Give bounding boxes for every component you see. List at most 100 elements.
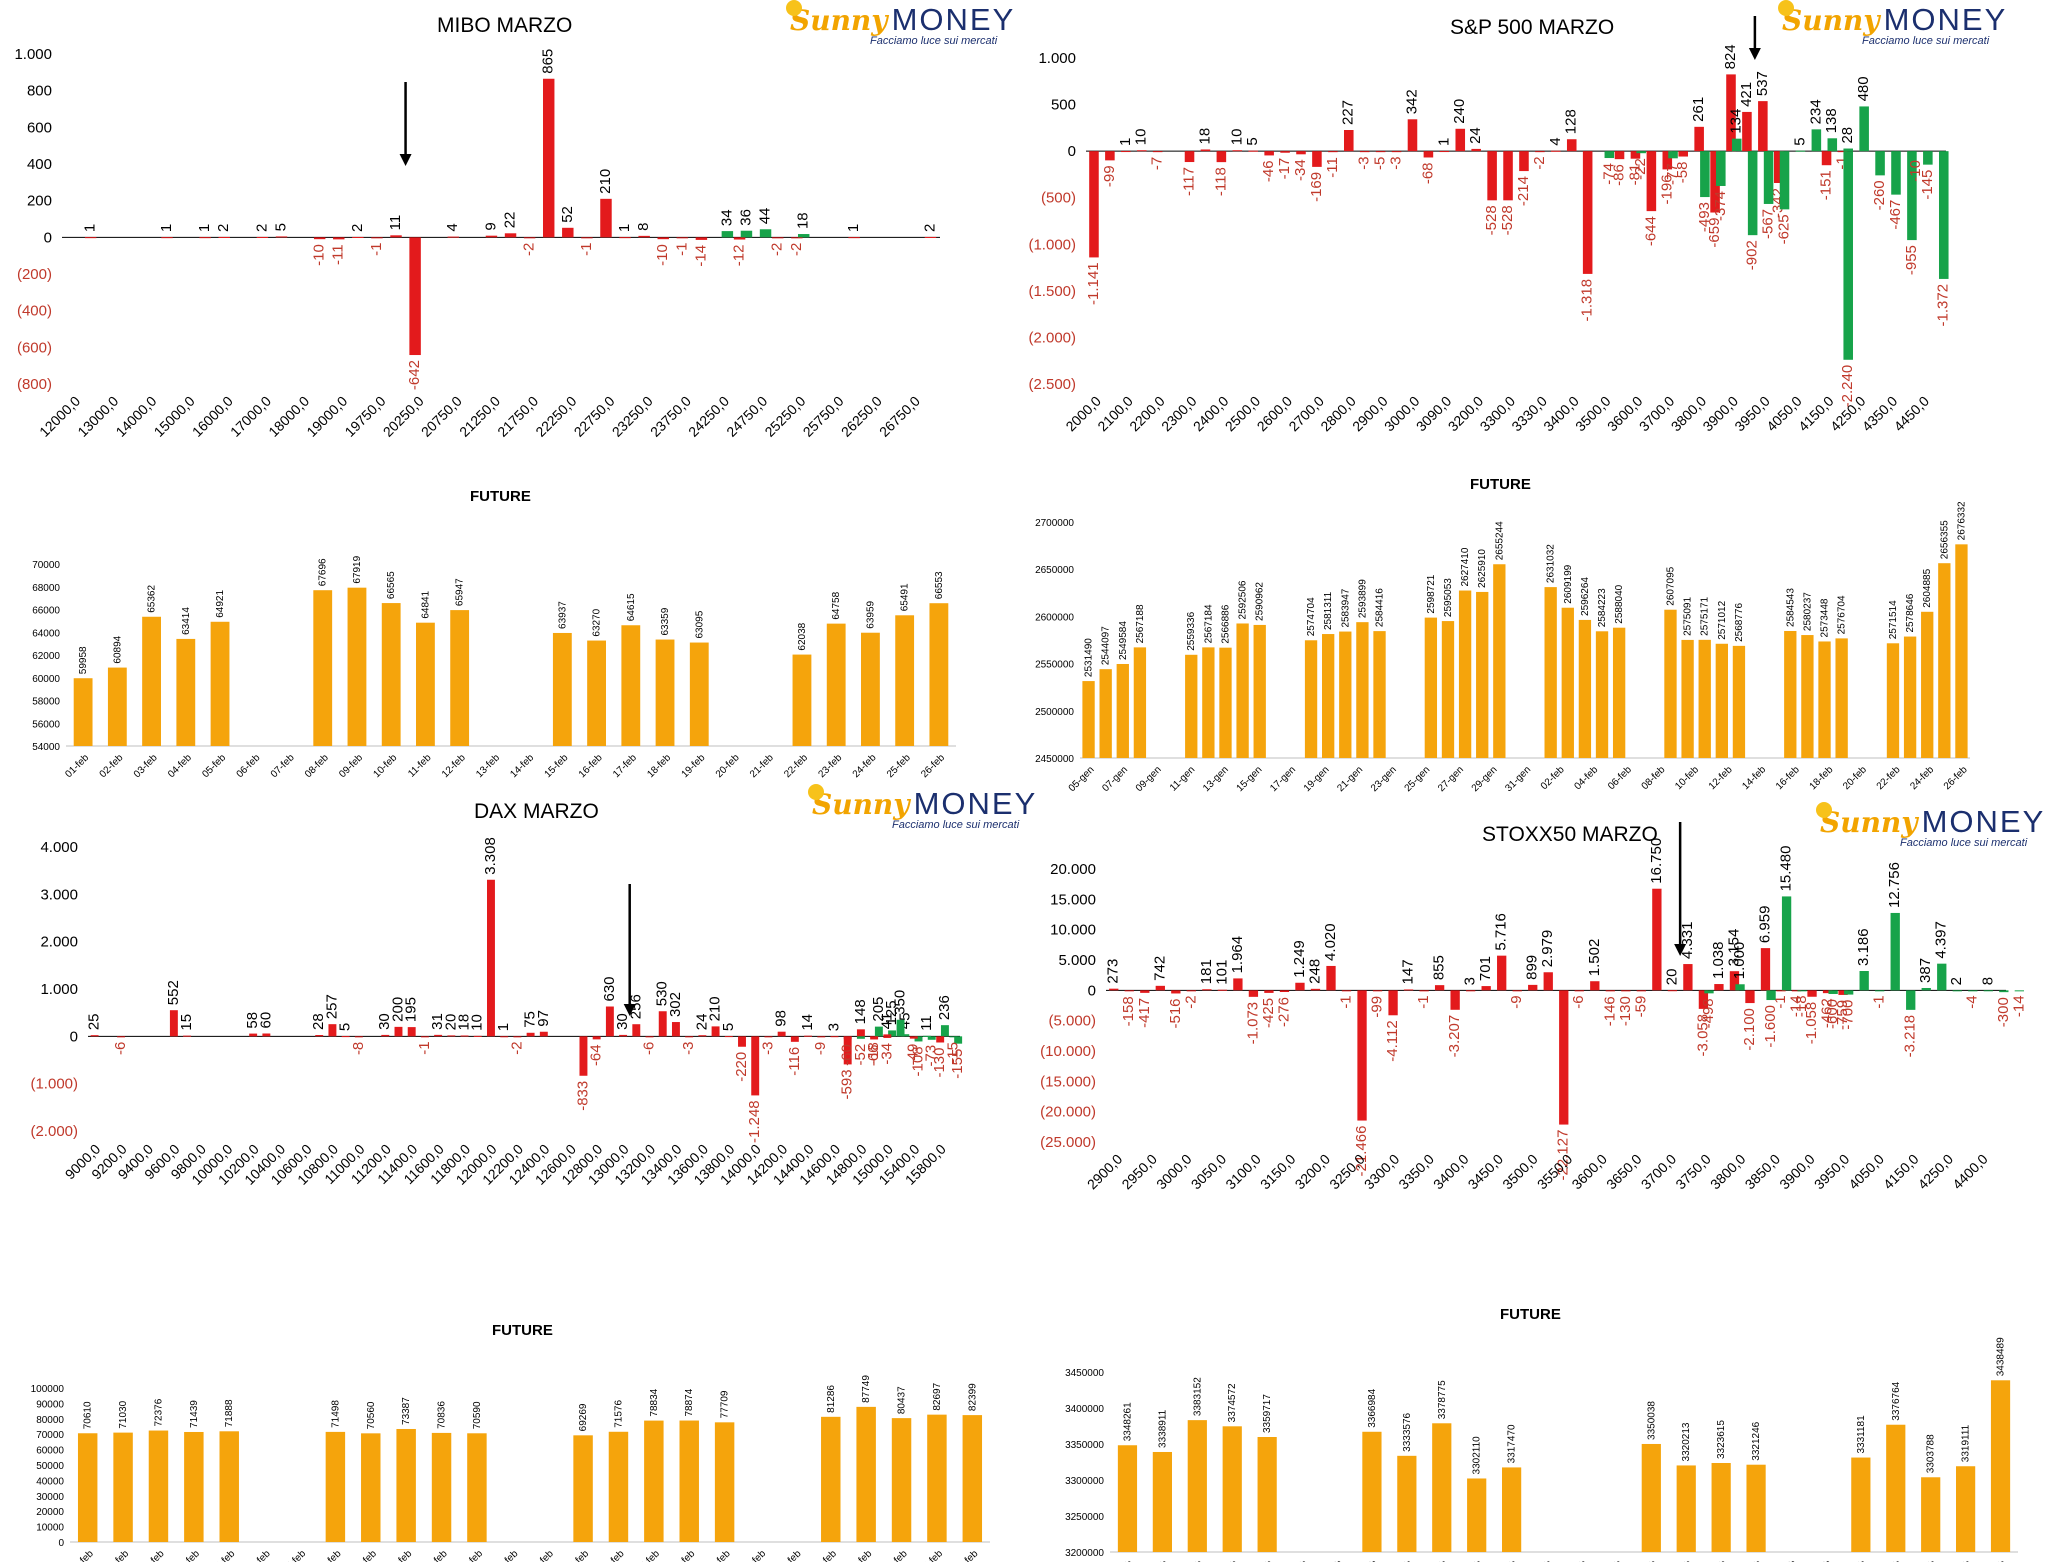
- x-tick-label: 24-feb: [882, 1548, 910, 1562]
- data-label: 78834: [649, 1388, 660, 1416]
- y-tick-label: 20000: [36, 1507, 64, 1518]
- bar: [1551, 150, 1561, 152]
- bar: [954, 1036, 963, 1044]
- bar: [1859, 106, 1869, 152]
- data-label: -833: [574, 1081, 591, 1111]
- x-tick-label: 23-feb: [1876, 1558, 1904, 1562]
- bar: [1636, 990, 1646, 992]
- bar: [1185, 654, 1198, 758]
- bar: [843, 1036, 852, 1040]
- data-label: 148: [852, 999, 869, 1024]
- x-tick-label: 13-feb: [474, 752, 502, 780]
- data-label: 87749: [861, 1375, 872, 1403]
- bar: [390, 235, 402, 238]
- x-tick-label: 08-feb: [1640, 764, 1668, 792]
- data-label: -214: [1515, 176, 1532, 206]
- x-tick-label: 04-feb: [166, 752, 194, 780]
- data-label: -99: [1101, 165, 1118, 187]
- bar: [447, 236, 460, 238]
- bar: [1921, 611, 1934, 758]
- x-tick-label: 2700,0: [1285, 393, 1327, 435]
- bar: [733, 237, 746, 240]
- mibo-options-chart: 1.000 800 600 400 200 0 (200) (400) (600) (800) 1 1…: [0, 0, 1026, 470]
- data-label: -59: [1632, 996, 1649, 1018]
- x-tick-label: 2500,0: [1222, 393, 1264, 435]
- data-label: 261: [1690, 97, 1707, 122]
- data-label: -1.600: [1762, 1005, 1779, 1048]
- data-label: -6: [640, 1042, 657, 1055]
- bar: [1391, 151, 1402, 153]
- x-tick-label: 23-feb: [846, 1548, 874, 1562]
- bar: [420, 1036, 429, 1038]
- data-label: 4: [1547, 137, 1564, 145]
- data-label: 3378775: [1437, 1380, 1448, 1419]
- bar: [740, 230, 753, 238]
- bar: [1407, 119, 1418, 152]
- data-label: 66565: [386, 571, 397, 599]
- bar: [790, 1036, 799, 1042]
- bar: [1681, 639, 1694, 758]
- y-tick-label: 600: [27, 119, 52, 136]
- data-label: 2568776: [1734, 603, 1745, 642]
- bar: [671, 1022, 680, 1037]
- data-label: 8: [1979, 977, 1996, 985]
- y-tick-label: 1.000: [14, 46, 52, 63]
- data-label: -3.058: [1694, 1014, 1711, 1057]
- x-tick-label: 25-feb: [885, 752, 913, 780]
- x-tick-label: 27-gen: [1436, 764, 1466, 794]
- data-label: -1.248: [746, 1100, 763, 1143]
- bar: [1735, 984, 1745, 991]
- bar: [117, 1036, 125, 1038]
- data-label: 31: [429, 1013, 446, 1030]
- bar: [1668, 151, 1678, 159]
- bar: [1089, 151, 1099, 258]
- bar: [608, 1431, 629, 1542]
- data-label: 18: [456, 1014, 473, 1031]
- bar: [1497, 955, 1507, 991]
- data-label: 3338911: [1157, 1409, 1168, 1448]
- bar: [619, 1034, 628, 1037]
- data-label: 2.979: [1539, 930, 1556, 968]
- x-tick-label: 04-feb: [174, 1548, 202, 1562]
- y-tick-label: 0: [1068, 143, 1076, 160]
- bar: [1837, 151, 1848, 153]
- data-label: 2592506: [1238, 580, 1249, 619]
- y-tick-label: 400: [27, 156, 52, 173]
- bar: [581, 237, 593, 239]
- y-tick-label: 3.000: [40, 886, 78, 903]
- x-tick-label: 15-feb: [563, 1548, 591, 1562]
- bar: [1264, 151, 1274, 156]
- bar: [210, 621, 230, 746]
- data-label: 64841: [420, 590, 431, 618]
- data-label: 552: [165, 980, 182, 1005]
- data-label: 41: [878, 1013, 895, 1030]
- bar: [1843, 148, 1853, 152]
- y-tick-label: 2500000: [1035, 707, 1074, 718]
- y-tick-label: 66000: [32, 606, 60, 617]
- bar: [347, 587, 367, 746]
- data-label: -528: [1499, 205, 1516, 235]
- bar: [1827, 138, 1838, 152]
- data-label: -196: [1658, 174, 1675, 204]
- data-label: 256: [627, 994, 644, 1019]
- bar: [73, 678, 93, 746]
- data-label: -60: [839, 1044, 856, 1066]
- data-label: 530: [654, 981, 671, 1006]
- data-label: 2588040: [1614, 584, 1625, 623]
- bar: [1636, 151, 1646, 154]
- data-label: -108: [909, 1046, 926, 1076]
- data-label: 73387: [401, 1397, 412, 1425]
- y-tick-label: 80000: [36, 1415, 64, 1426]
- data-label: -1: [1772, 995, 1789, 1008]
- x-tick-label: 22-feb: [782, 752, 810, 780]
- data-label: 101: [1213, 960, 1230, 985]
- x-tick-label: 20-feb: [714, 752, 742, 780]
- data-label: -2: [769, 243, 786, 256]
- bar: [738, 1036, 746, 1047]
- data-label: 3438489: [1996, 1337, 2007, 1376]
- y-tick-label: 2550000: [1035, 660, 1074, 671]
- bar: [817, 1036, 826, 1038]
- y-tick-label: 58000: [32, 697, 60, 708]
- bar: [381, 603, 401, 746]
- x-tick-label: 01-feb: [68, 1548, 96, 1562]
